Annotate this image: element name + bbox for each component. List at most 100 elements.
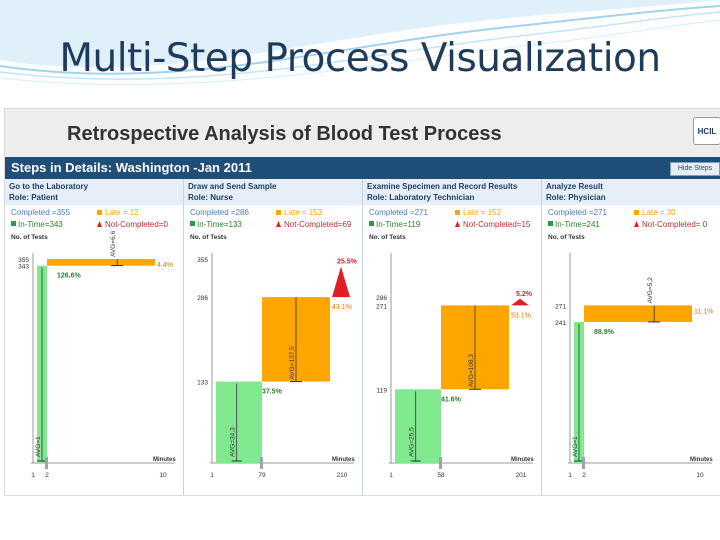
- legend-not-completed-marker: [634, 221, 639, 227]
- y-axis-label: No. of Tests: [11, 234, 48, 241]
- in-time-bar: [216, 381, 262, 463]
- legend-late-swatch: [455, 210, 460, 215]
- legend-in-time: In-Time=133: [197, 220, 242, 229]
- y-tick-label: 286: [197, 295, 208, 302]
- avg-late-label: AVG=5,2: [647, 277, 654, 303]
- legend-late-swatch: [634, 210, 639, 215]
- legend-not-completed: Not-Completed=0: [105, 220, 168, 229]
- x-tick-label: 10: [159, 472, 167, 479]
- avg-in-time-label: AVG=1: [35, 436, 42, 457]
- in-time-pct-label: 37.5%: [262, 389, 283, 396]
- step-name: Examine Specimen and Record Results: [367, 182, 518, 191]
- hide-steps-button[interactable]: Hide Steps: [670, 162, 720, 176]
- steps-header-bar: Steps in Details: Washington -Jan 2011 H…: [5, 157, 720, 179]
- y-tick-label: 286: [376, 295, 387, 302]
- legend-not-completed-marker: [97, 221, 102, 227]
- y-tick-label: 133: [197, 380, 208, 387]
- avg-late-label: AVG=6,6: [110, 231, 117, 257]
- not-completed-triangle: [511, 298, 529, 306]
- legend-completed: Completed =271: [369, 208, 428, 217]
- time-slider-handle: [439, 457, 442, 469]
- avg-in-time-label: AVG=1: [572, 436, 579, 457]
- panel-background: [542, 205, 720, 495]
- legend-completed: Completed =271: [548, 208, 607, 217]
- legend-in-time-swatch: [11, 221, 16, 226]
- step-role: Role: Nurse: [188, 193, 233, 202]
- slide-wave-decoration: [0, 0, 720, 86]
- avg-in-time-label: AVG=34,3: [230, 427, 237, 457]
- analysis-app-window: Retrospective Analysis of Blood Test Pro…: [4, 108, 720, 496]
- x-tick-label: 1: [568, 472, 572, 479]
- time-slider-handle: [45, 457, 48, 469]
- x-tick-label: 210: [337, 472, 348, 479]
- y-tick-label: 271: [555, 303, 566, 310]
- legend-completed: Completed =355: [11, 208, 70, 217]
- legend-not-completed: Not-Completed= 0: [642, 220, 708, 229]
- legend-not-completed-marker: [455, 221, 460, 227]
- in-time-pct-label: 88.9%: [594, 329, 615, 336]
- legend-completed: Completed =286: [190, 208, 249, 217]
- late-pct-label: 4.4%: [157, 262, 173, 269]
- app-title: Retrospective Analysis of Blood Test Pro…: [67, 123, 502, 145]
- legend-late-swatch: [276, 210, 281, 215]
- y-tick-label: 355: [197, 257, 208, 264]
- y-tick-label: 343: [18, 264, 29, 271]
- steps-title: Steps in Details: Washington -Jan 2011: [11, 160, 252, 175]
- slide-title: Multi-Step Process Visualization: [59, 36, 661, 81]
- y-tick-label: 241: [555, 320, 566, 327]
- late-pct-label: 43.1%: [332, 304, 352, 311]
- step-role: Role: Laboratory Technician: [367, 193, 475, 202]
- y-tick-label: 355: [18, 257, 29, 264]
- y-tick-label: 271: [376, 303, 387, 310]
- legend-not-completed: Not-Completed=69: [284, 220, 352, 229]
- y-axis-label: No. of Tests: [190, 234, 227, 241]
- y-axis-label: No. of Tests: [369, 234, 406, 241]
- late-bar: [47, 259, 155, 266]
- panel-background: [5, 205, 183, 495]
- step-role: Role: Physician: [546, 193, 606, 202]
- x-tick-label: 58: [437, 472, 445, 479]
- step-header-3: Examine Specimen and Record Results Role…: [363, 179, 542, 205]
- legend-in-time: In-Time=241: [555, 220, 600, 229]
- legend-in-time-swatch: [369, 221, 374, 226]
- legend-box: [546, 205, 716, 231]
- step-header-4: Analyze Result Role: Physician: [542, 179, 720, 205]
- legend-in-time: In-Time=119: [376, 220, 421, 229]
- x-axis-label: Minutes: [690, 457, 713, 463]
- legend-box: [367, 205, 537, 231]
- legend-box: [188, 205, 358, 231]
- time-slider-handle: [582, 457, 585, 469]
- legend-in-time-swatch: [190, 221, 195, 226]
- legend-in-time: In-Time=343: [18, 220, 63, 229]
- x-tick-label: 2: [582, 472, 586, 479]
- avg-late-label: AVG=137,5: [289, 346, 296, 380]
- time-slider-handle: [260, 457, 263, 469]
- step-name: Go to the Laboratory: [9, 182, 89, 191]
- x-tick-label: 1: [389, 472, 393, 479]
- app-header: Retrospective Analysis of Blood Test Pro…: [5, 109, 720, 157]
- x-tick-label: 1: [31, 472, 35, 479]
- x-tick-label: 1: [210, 472, 214, 479]
- step-header-1: Go to the Laboratory Role: Patient: [5, 179, 184, 205]
- legend-late: Late = 12: [105, 208, 139, 217]
- legend-late-swatch: [97, 210, 102, 215]
- step-name: Draw and Send Sample: [188, 182, 277, 191]
- legend-late: Late = 153: [284, 208, 323, 217]
- x-tick-label: 10: [696, 472, 704, 479]
- avg-in-time-label: AVG=25,5: [409, 427, 416, 457]
- legend-in-time-swatch: [548, 221, 553, 226]
- not-completed-triangle: [332, 266, 350, 298]
- avg-late-label: AVG=108,3: [468, 354, 475, 388]
- in-time-pct-label: 41.6%: [441, 396, 462, 403]
- in-time-pct-label: 126.6%: [57, 273, 82, 280]
- in-time-bar: [395, 389, 441, 463]
- legend-late: Late = 30: [642, 208, 676, 217]
- late-pct-label: 11.1%: [694, 308, 713, 315]
- step-header-2: Draw and Send Sample Role: Nurse: [184, 179, 363, 205]
- x-tick-label: 79: [258, 472, 266, 479]
- step-name: Analyze Result: [546, 182, 603, 191]
- not-completed-pct-label: 5.2%: [516, 291, 533, 298]
- late-pct-label: 53.1%: [511, 312, 531, 319]
- x-axis-label: Minutes: [153, 457, 176, 463]
- y-axis-label: No. of Tests: [548, 234, 585, 241]
